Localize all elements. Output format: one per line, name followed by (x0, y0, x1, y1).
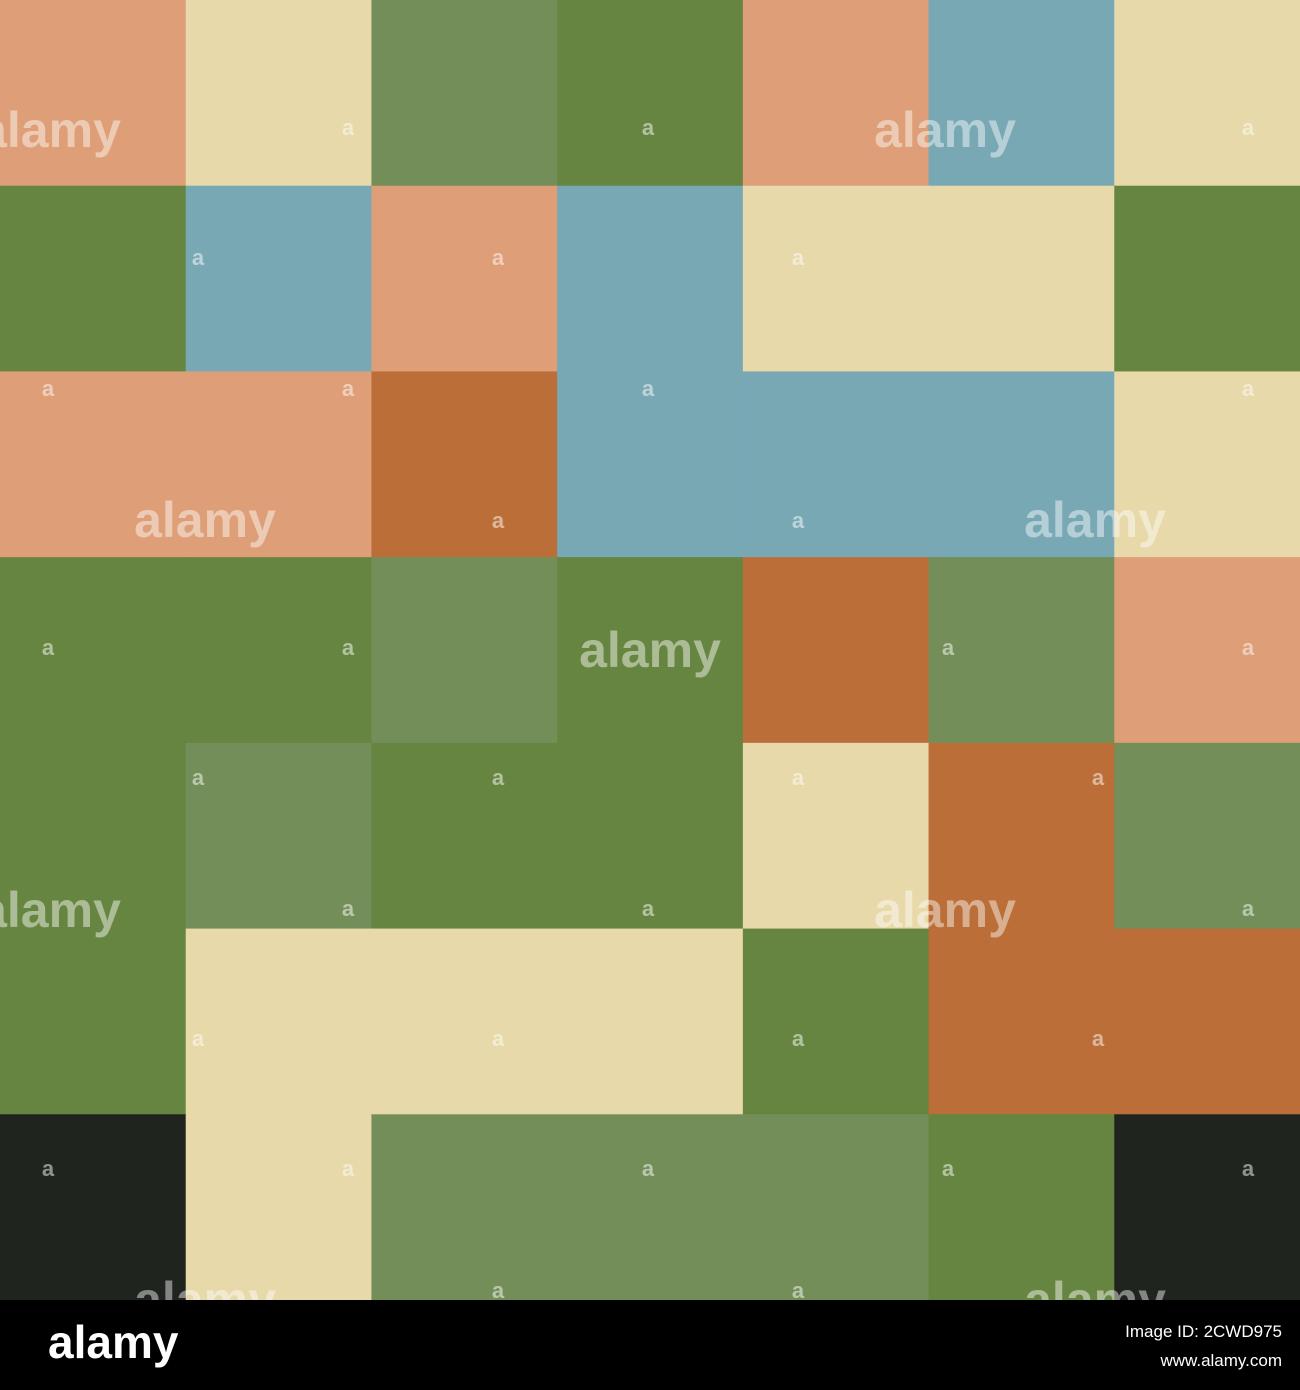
tile (1114, 1114, 1300, 1301)
watermark-mark: a (642, 115, 655, 140)
watermark-mark: a (342, 635, 355, 660)
tile (557, 928, 744, 1115)
watermark: alamy (0, 882, 121, 938)
tile (185, 742, 372, 930)
watermark-mark: a (1242, 376, 1255, 401)
tile (371, 185, 558, 372)
tile (1114, 371, 1300, 558)
watermark-mark: a (192, 765, 205, 790)
watermark-mark: a (42, 635, 55, 660)
watermark-mark: a (492, 508, 505, 533)
watermark-mark: a (1242, 1156, 1255, 1181)
watermark-mark: a (192, 245, 205, 270)
tile (742, 557, 930, 744)
footer-image-id: Image ID: 2CWD975 (1125, 1322, 1282, 1341)
watermark-mark: a (1242, 115, 1255, 140)
tile (1114, 557, 1300, 744)
watermark-mark: a (342, 376, 355, 401)
watermark-mark: a (942, 635, 955, 660)
watermark-mark: a (1242, 635, 1255, 660)
tiles (0, 0, 1300, 1301)
tile (185, 557, 372, 744)
footer-bar (0, 1300, 1300, 1390)
tile (371, 1114, 558, 1301)
watermark-mark: a (342, 1156, 355, 1181)
tile (185, 0, 372, 187)
watermark-mark: a (642, 896, 655, 921)
watermark: alamy (0, 102, 121, 158)
tile (742, 0, 930, 187)
watermark-mark: a (492, 1278, 505, 1303)
watermark-mark: a (642, 1156, 655, 1181)
tile (742, 185, 930, 372)
tile (185, 928, 372, 1115)
watermark-mark: a (792, 245, 805, 270)
tile (1114, 185, 1300, 372)
tile (371, 928, 558, 1115)
watermark-mark: a (1092, 1026, 1105, 1051)
tile (185, 1114, 372, 1301)
tile (928, 928, 1115, 1115)
tile (928, 0, 1115, 187)
watermark-mark: a (192, 1026, 205, 1051)
tile (371, 557, 558, 744)
tile (1114, 928, 1300, 1115)
watermark-mark: a (342, 115, 355, 140)
watermark-mark: a (1242, 896, 1255, 921)
watermark-mark: a (792, 508, 805, 533)
tile (928, 1114, 1115, 1301)
tile (742, 742, 930, 930)
tile (0, 557, 187, 744)
tile (0, 1114, 187, 1301)
watermark-mark: a (792, 1026, 805, 1051)
tile (0, 185, 187, 372)
watermark-mark: a (492, 245, 505, 270)
tile (742, 371, 930, 558)
watermark-mark: a (42, 376, 55, 401)
tile (928, 185, 1115, 372)
tile (0, 371, 187, 558)
tile (928, 742, 1115, 930)
watermark: alamy (1024, 492, 1166, 548)
tile (371, 0, 558, 187)
tile (928, 557, 1115, 744)
tile (557, 742, 744, 930)
tile (928, 371, 1115, 558)
watermark-mark: a (792, 1278, 805, 1303)
tile (1114, 0, 1300, 187)
watermark-mark: a (942, 1156, 955, 1181)
watermark-mark: a (342, 896, 355, 921)
watermark-mark: a (1092, 765, 1105, 790)
watermark-mark: a (792, 765, 805, 790)
tile (557, 1114, 744, 1301)
tile (0, 0, 187, 187)
tile (557, 371, 744, 558)
watermark: alamy (579, 622, 721, 678)
footer-url: www.alamy.com (1159, 1351, 1282, 1370)
tile (742, 928, 930, 1115)
tile (557, 557, 744, 744)
watermark-mark: a (42, 1156, 55, 1181)
tile (0, 928, 187, 1115)
watermark: alamy (874, 882, 1016, 938)
watermark-mark: a (492, 765, 505, 790)
watermark-mark: a (492, 1026, 505, 1051)
tile (371, 742, 558, 930)
watermark: alamy (134, 492, 276, 548)
footer-logo: alamy (48, 1316, 179, 1368)
watermark: alamy (874, 102, 1016, 158)
tile (185, 371, 372, 558)
tile (0, 742, 187, 930)
tile (557, 0, 744, 187)
watermark-mark: a (642, 376, 655, 401)
tile (371, 371, 558, 558)
tile (742, 1114, 930, 1301)
tile (557, 185, 744, 372)
tile (1114, 742, 1300, 930)
tile (185, 185, 372, 372)
